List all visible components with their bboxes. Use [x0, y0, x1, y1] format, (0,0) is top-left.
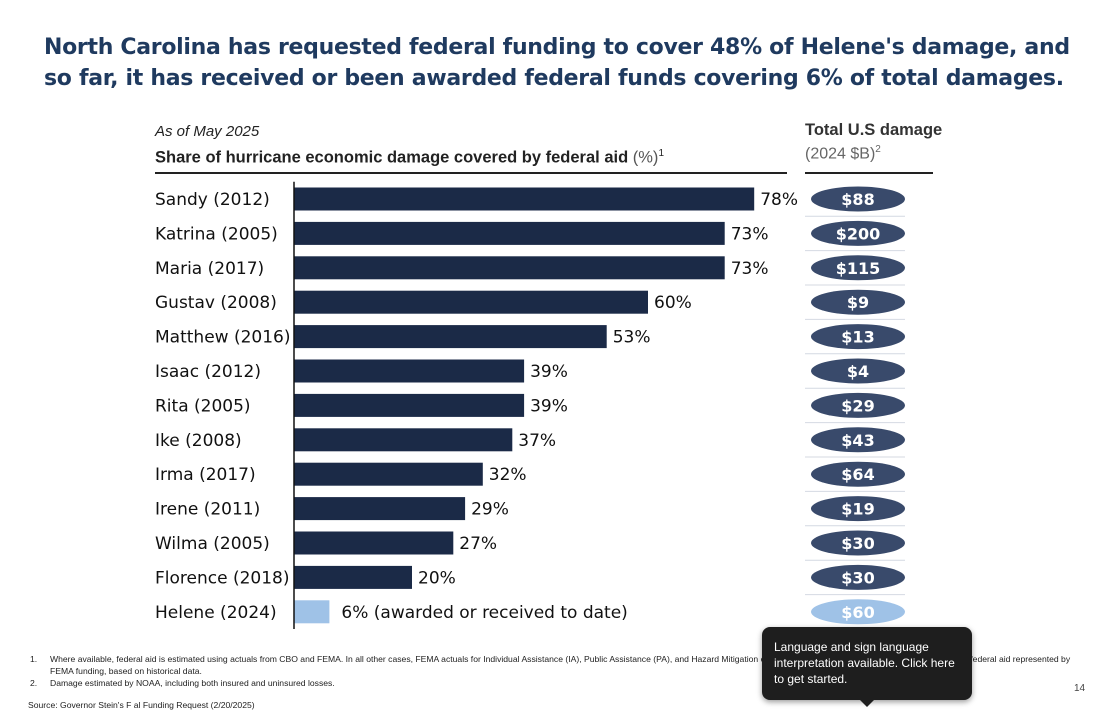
tooltip-tail — [859, 699, 875, 707]
category-label: Sandy (2012) — [155, 190, 270, 210]
bar-value-label: 29% — [471, 500, 509, 520]
category-label: Ike (2008) — [155, 431, 242, 451]
bar-value-label: 6% (awarded or received to date) — [341, 603, 627, 623]
category-label: Maria (2017) — [155, 259, 264, 279]
source-note: Source: Governor Stein's F al Funding Re… — [28, 700, 255, 710]
damage-pill — [811, 186, 905, 212]
category-label: Gustav (2008) — [155, 293, 277, 313]
damage-header-unit: (2024 $B)2 — [805, 144, 935, 163]
damage-value-label: $88 — [841, 190, 874, 209]
bar — [294, 497, 466, 521]
category-label: Isaac (2012) — [155, 362, 261, 382]
bar-value-label: 37% — [518, 431, 556, 451]
interpretation-tooltip[interactable]: Language and sign language interpretatio… — [762, 627, 972, 700]
bar-value-label: 53% — [613, 328, 651, 348]
category-label: Rita (2005) — [155, 396, 251, 416]
bar-value-label: 20% — [418, 568, 456, 588]
damage-value-label: $60 — [841, 603, 874, 622]
chart-subtitle-text: Share of hurricane economic damage cover… — [155, 148, 629, 167]
bar-value-label: 32% — [489, 465, 527, 485]
chart-subtitle: Share of hurricane economic damage cover… — [155, 148, 664, 168]
bar-value-label: 27% — [459, 534, 497, 554]
damage-pill — [811, 530, 905, 556]
category-label: Katrina (2005) — [155, 224, 278, 244]
category-label: Helene (2024) — [155, 603, 277, 623]
damage-value-label: $29 — [841, 396, 874, 415]
footnote-1: 1. Where available, federal aid is estim… — [30, 653, 1075, 677]
bar — [294, 221, 725, 245]
damage-pill — [811, 599, 905, 625]
bar — [294, 187, 755, 211]
damage-pill — [811, 392, 905, 418]
as-of-date: As of May 2025 — [155, 123, 260, 140]
damage-value-label: $13 — [841, 328, 874, 347]
bar-value-label: 73% — [731, 224, 769, 244]
bar — [294, 565, 412, 589]
footnote-2: 2. Damage estimated by NOAA, including b… — [30, 677, 1075, 689]
category-label: Irma (2017) — [155, 465, 256, 485]
bar — [294, 256, 725, 280]
footnote-2-text: Damage estimated by NOAA, including both… — [50, 678, 335, 688]
damage-pill — [811, 289, 905, 315]
bar — [294, 325, 607, 349]
footnote-2-number: 2. — [30, 678, 38, 688]
damage-pill — [811, 220, 905, 246]
bar — [294, 359, 525, 383]
bar — [294, 290, 648, 314]
damage-value-label: $19 — [841, 500, 874, 519]
category-label: Florence (2018) — [155, 568, 290, 588]
footnotes: 1. Where available, federal aid is estim… — [30, 653, 1075, 689]
damage-value-label: $64 — [841, 465, 874, 484]
damage-pill — [811, 564, 905, 590]
damage-value-label: $4 — [847, 362, 869, 381]
bar — [294, 462, 483, 486]
damage-value-label: $115 — [836, 259, 881, 278]
damage-value-label: $30 — [841, 534, 874, 553]
damage-pill — [811, 461, 905, 487]
damage-value-label: $9 — [847, 293, 869, 312]
damage-pill — [811, 255, 905, 281]
damage-value-label: $30 — [841, 568, 874, 587]
chart-subtitle-unit: (%) — [632, 148, 659, 167]
footnote-ref-1: 1 — [658, 148, 664, 159]
bar — [294, 393, 525, 417]
bar-value-label: 78% — [760, 190, 798, 210]
bar — [294, 531, 454, 555]
bar — [294, 600, 330, 624]
bar-chart: Sandy (2012) 78% $88 Katrina (2005) 73% $200 M… — [155, 181, 905, 629]
page-number: 14 — [1074, 683, 1086, 694]
category-label: Wilma (2005) — [155, 534, 270, 554]
damage-pill — [811, 324, 905, 350]
damage-header-rule — [805, 172, 933, 174]
footnote-ref-2: 2 — [875, 144, 881, 155]
damage-value-label: $43 — [841, 431, 874, 450]
footnote-1-number: 1. — [30, 654, 38, 664]
damage-pill — [811, 358, 905, 384]
bar — [294, 428, 513, 452]
damage-header-unit-text: (2024 $B) — [805, 145, 876, 163]
footnote-1-text: Where available, federal aid is estimate… — [50, 654, 1071, 676]
damage-header-title: Total U.S damage — [805, 121, 943, 139]
bar-value-label: 60% — [654, 293, 692, 313]
damage-value-label: $200 — [836, 224, 881, 243]
bar-value-label: 39% — [530, 396, 568, 416]
page-title: North Carolina has requested federal fun… — [44, 35, 1070, 91]
damage-header: Total U.S damage (2024 $B)2 — [805, 121, 943, 163]
bar-value-label: 73% — [731, 259, 769, 279]
bar-value-label: 39% — [530, 362, 568, 382]
damage-pill — [811, 496, 905, 522]
subtitle-rule — [155, 172, 787, 174]
category-label: Irene (2011) — [155, 500, 260, 520]
category-label: Matthew (2016) — [155, 328, 291, 348]
damage-pill — [811, 427, 905, 453]
